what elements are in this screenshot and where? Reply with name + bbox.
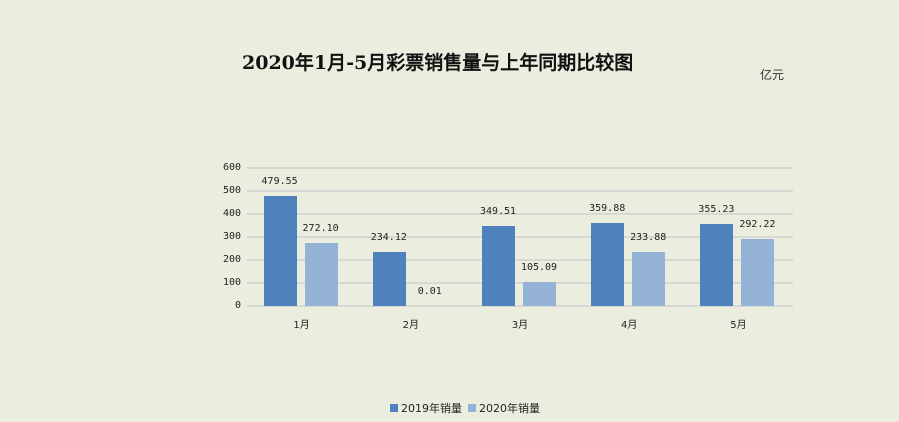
bar-2020: [741, 238, 775, 306]
bar-2019: [482, 225, 515, 306]
legend: 2019年销量 2020年销量: [390, 400, 540, 416]
y-tick-label: 200: [222, 254, 241, 265]
data-label: 479.55: [261, 175, 298, 187]
data-label: 105.09: [520, 261, 558, 273]
gridline: [247, 213, 793, 215]
plot-area: 0 100 200 300 400 500 600 479.55 272.10 1月 234.12 0…: [223, 162, 793, 331]
data-label: 292.22: [739, 218, 776, 230]
gridline: [247, 167, 793, 169]
gridline: [247, 259, 793, 261]
chart-title: 2020年1月-5月彩票销售量与上年同期比较图: [242, 52, 634, 74]
x-tick-label: 5月: [730, 320, 747, 331]
bar-2019: [372, 252, 406, 306]
data-label: 359.88: [589, 203, 626, 215]
legend-label: 2019年销量: [401, 402, 462, 415]
legend-item: 2020年销量: [468, 400, 540, 416]
unit-label: 亿元: [760, 68, 785, 82]
gridline: [247, 305, 793, 307]
data-label: 0.01: [417, 285, 442, 297]
y-tick-label: 0: [234, 300, 241, 311]
bar-2020: [523, 281, 556, 306]
x-tick-label: 1月: [293, 320, 310, 331]
legend-label: 2020年销量: [479, 402, 540, 415]
legend-swatch-icon: [390, 404, 398, 412]
bar-2019: [263, 195, 297, 306]
bar-2019: [591, 223, 625, 306]
bar-2020: [304, 243, 338, 306]
data-label: 349.51: [479, 205, 517, 217]
x-tick-label: 3月: [511, 320, 529, 331]
gridline: [247, 282, 793, 284]
y-tick-label: 500: [222, 185, 241, 196]
bar-2020: [632, 252, 666, 306]
legend-swatch-icon: [468, 404, 476, 412]
y-tick-label: 100: [222, 277, 241, 288]
gridline: [247, 190, 793, 192]
y-tick-label: 400: [222, 208, 241, 219]
data-label: 233.88: [630, 232, 667, 244]
data-label: 272.10: [302, 223, 339, 235]
data-label: 234.12: [370, 232, 407, 244]
y-tick-label: 600: [222, 162, 241, 173]
gridline: [247, 236, 793, 238]
x-tick-label: 4月: [621, 320, 638, 331]
legend-item: 2019年销量: [390, 400, 462, 416]
data-label: 355.23: [698, 204, 735, 216]
bar-2019: [700, 224, 734, 306]
y-tick-label: 300: [222, 231, 241, 242]
x-tick-label: 2月: [402, 320, 419, 331]
